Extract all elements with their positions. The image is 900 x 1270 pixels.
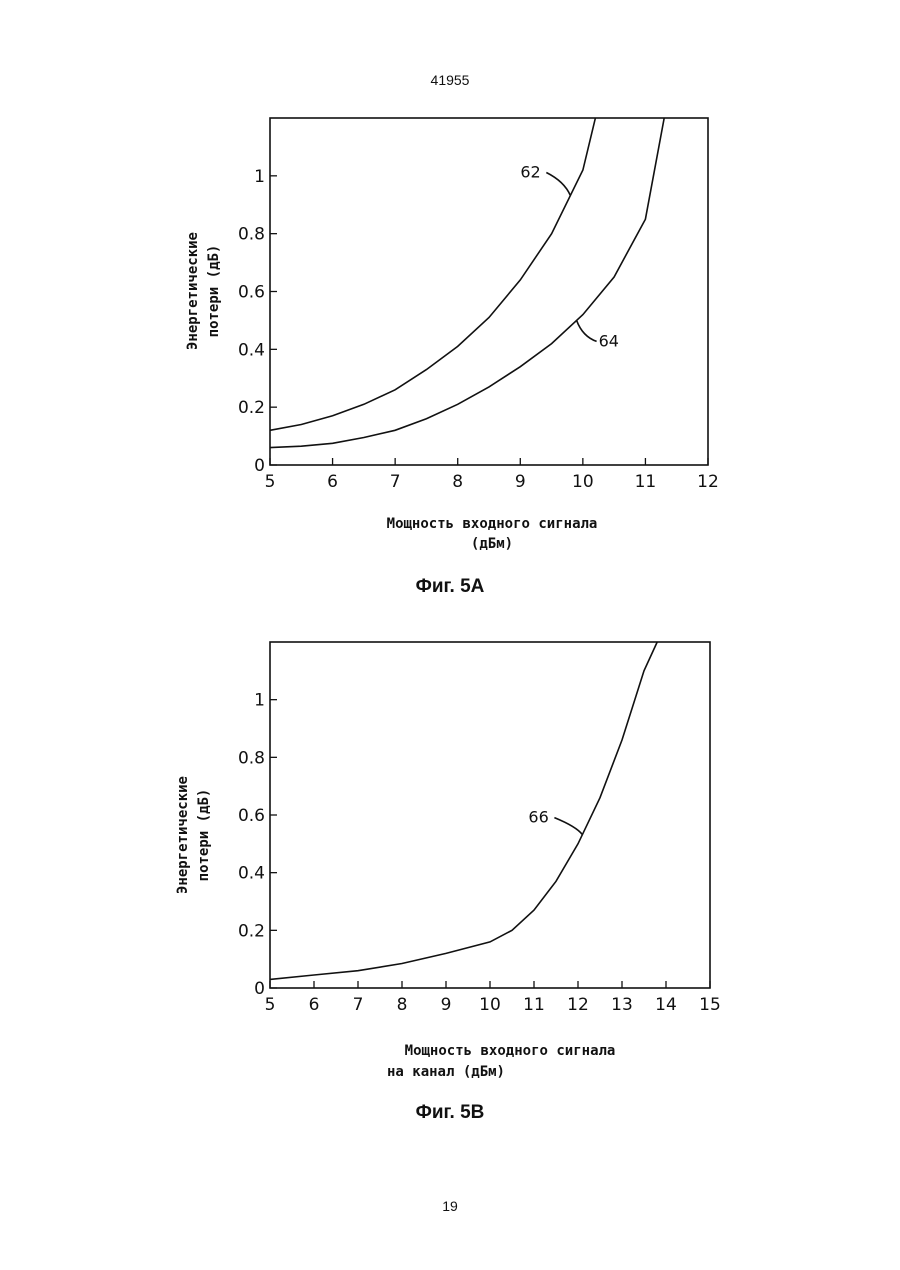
chart-2-ytick-label: 0.6 [238,806,265,826]
chart-1-xtick-label: 7 [390,472,401,492]
chart-2-ytick-label: 0.4 [238,864,265,884]
chart-2-xtick-label: 5 [265,995,276,1015]
chart-2-plot-frame [270,642,710,988]
chart-1-ytick-label: 0.4 [238,340,265,360]
chart-2-xtick-label: 11 [523,995,545,1015]
chart-2-ylabel-line-2: потери (дБ) [196,789,212,882]
chart-1-xtick-label: 10 [572,472,594,492]
chart-1-xlabel-line-2: (дБм) [471,536,513,552]
chart-2-xtick-label: 7 [353,995,364,1015]
chart-2-curve-label-66: 66 [528,808,548,827]
chart-1-plot-frame [270,118,708,465]
chart-1-ytick-label: 1 [254,167,265,187]
chart-1-series-64-line [270,118,664,448]
chart-1-ylabel-line-1: Энергетические [185,232,201,350]
chart-2-series-66-line [270,642,657,979]
chart-2-ytick-label: 0.8 [238,748,265,768]
chart-1-ytick-label: 0.6 [238,283,265,303]
chart-1-ytick-label: 0 [254,456,265,476]
chart-2-ytick-label: 1 [254,691,265,711]
chart-1-xtick-label: 12 [697,472,719,492]
chart-2-ylabel-line-1: Энергетические [175,776,191,894]
chart-1-xtick-label: 9 [515,472,526,492]
chart-1-xlabel-line-1: Мощность входного сигнала [387,516,598,532]
chart-1-curve-label-64: 64 [599,331,619,350]
chart-2-xtick-label: 8 [397,995,408,1015]
chart-1-label-leader [546,172,570,195]
chart-2-ytick-label: 0.2 [238,921,265,941]
chart-2-xtick-label: 10 [479,995,501,1015]
chart-1-xtick-label: 6 [327,472,338,492]
chart-1-ylabel-line-2: потери (дБ) [206,245,222,338]
chart-1-ytick-label: 0.8 [238,225,265,245]
chart-1-series-62-line [270,118,595,430]
chart-2-xtick-label: 15 [699,995,721,1015]
chart-2-xtick-label: 14 [655,995,677,1015]
chart-1-curve-label-62: 62 [520,162,540,181]
chart-2-xtick-label: 6 [309,995,320,1015]
chart-1-label-leader [577,320,597,341]
chart-1-xtick-label: 11 [635,472,657,492]
chart-2-label-leader [554,818,582,835]
chart-2-xtick-label: 12 [567,995,589,1015]
chart-2-xlabel-line-1: Мощность входного сигнала [405,1043,616,1059]
chart-2-xlabel-line-2: на канал (дБм) [387,1064,505,1080]
chart-2-caption: Фиг. 5B [416,1102,485,1123]
chart-2-xtick-label: 9 [441,995,452,1015]
chart-1-xtick-label: 8 [452,472,463,492]
chart-1-ytick-label: 0.2 [238,398,265,418]
chart-2-ytick-label: 0 [254,979,265,999]
chart-1-caption: Фиг. 5A [416,576,485,597]
chart-1-xtick-label: 5 [265,472,276,492]
chart-2-xtick-label: 13 [611,995,633,1015]
